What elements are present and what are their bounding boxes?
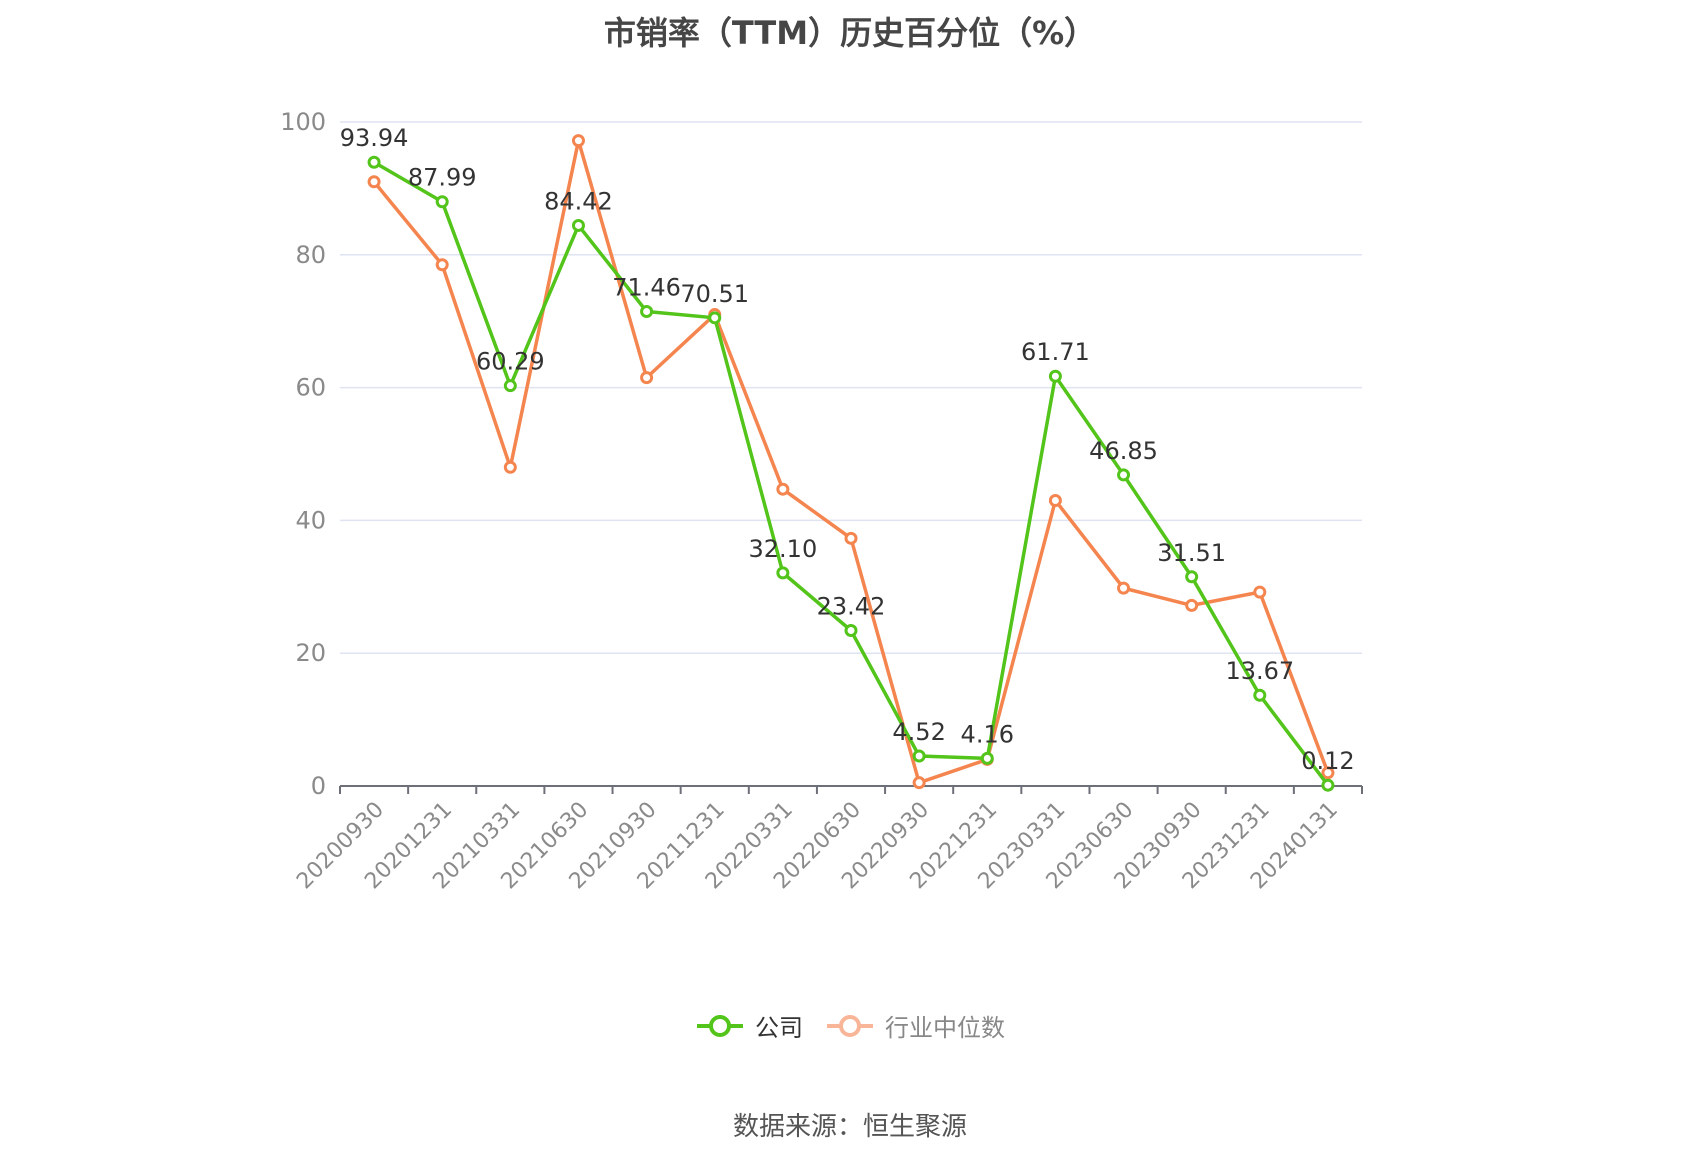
industry-data-point bbox=[1321, 766, 1335, 780]
y-tick-label: 0 bbox=[311, 772, 326, 800]
data-source: 数据来源：恒生聚源 bbox=[732, 1112, 967, 1142]
company-data-point bbox=[1117, 468, 1131, 482]
industry-data-point bbox=[1185, 598, 1199, 612]
industry-data-point bbox=[503, 460, 517, 474]
y-tick-label: 80 bbox=[295, 241, 326, 269]
company-data-point bbox=[980, 751, 994, 765]
legend-item-industry[interactable]: 行业中位数 bbox=[825, 1008, 1005, 1043]
y-tick-label: 40 bbox=[295, 506, 326, 534]
industry-data-point bbox=[640, 371, 654, 385]
legend-company-marker-icon bbox=[697, 1014, 743, 1037]
company-data-point bbox=[571, 218, 585, 232]
company-data-label: 31.51 bbox=[1157, 539, 1226, 567]
company-data-label: 4.16 bbox=[961, 720, 1014, 748]
company-data-label: 13.67 bbox=[1225, 657, 1294, 685]
y-tick-label: 60 bbox=[295, 374, 326, 402]
company-data-label: 87.99 bbox=[408, 164, 477, 192]
line-chart: 0204060801002020093020201231202103312021… bbox=[280, 108, 1363, 894]
industry-data-point bbox=[1048, 493, 1062, 507]
company-data-label: 70.51 bbox=[680, 280, 749, 308]
company-data-point bbox=[912, 749, 926, 763]
y-tick-label: 20 bbox=[295, 639, 326, 667]
company-data-label: 4.52 bbox=[892, 718, 945, 746]
industry-data-point bbox=[1117, 581, 1131, 595]
company-data-label: 71.46 bbox=[612, 274, 681, 302]
company-data-point bbox=[503, 379, 517, 393]
industry-series-line bbox=[372, 138, 1330, 785]
company-data-point bbox=[1048, 369, 1062, 383]
industry-data-point bbox=[844, 531, 858, 545]
legend-industry-marker-icon bbox=[827, 1014, 873, 1037]
legend-item-company[interactable]: 公司 bbox=[695, 1008, 803, 1043]
industry-data-point bbox=[1253, 585, 1267, 599]
company-data-point bbox=[708, 311, 722, 325]
industry-data-point bbox=[776, 482, 790, 496]
company-data-point bbox=[640, 305, 654, 319]
y-tick-label: 100 bbox=[280, 108, 326, 136]
company-data-label: 84.42 bbox=[544, 187, 613, 215]
company-data-point bbox=[435, 195, 449, 209]
company-data-point bbox=[1185, 570, 1199, 584]
company-data-point bbox=[1253, 688, 1267, 702]
company-data-label: 23.42 bbox=[817, 592, 886, 620]
industry-data-point bbox=[571, 134, 585, 148]
company-series-line bbox=[373, 160, 1330, 787]
chart-title: 市销率（TTM）历史百分位（%） bbox=[603, 14, 1097, 52]
legend: 公司 行业中位数 bbox=[0, 1008, 1700, 1043]
company-data-point bbox=[844, 623, 858, 637]
company-data-label: 61.71 bbox=[1021, 338, 1090, 366]
company-data-label: 32.10 bbox=[749, 535, 818, 563]
company-data-point bbox=[776, 566, 790, 580]
industry-data-point bbox=[435, 258, 449, 272]
legend-label-industry: 行业中位数 bbox=[885, 1014, 1005, 1042]
company-data-point bbox=[367, 155, 381, 169]
company-data-label: 0.12 bbox=[1301, 747, 1354, 775]
company-data-label: 46.85 bbox=[1089, 437, 1158, 465]
company-data-label: 60.29 bbox=[476, 348, 545, 376]
industry-data-point bbox=[367, 175, 381, 189]
company-data-label: 93.94 bbox=[340, 124, 409, 152]
company-data-point bbox=[1321, 778, 1335, 792]
industry-data-point bbox=[912, 776, 926, 790]
legend-label-company: 公司 bbox=[755, 1014, 803, 1042]
